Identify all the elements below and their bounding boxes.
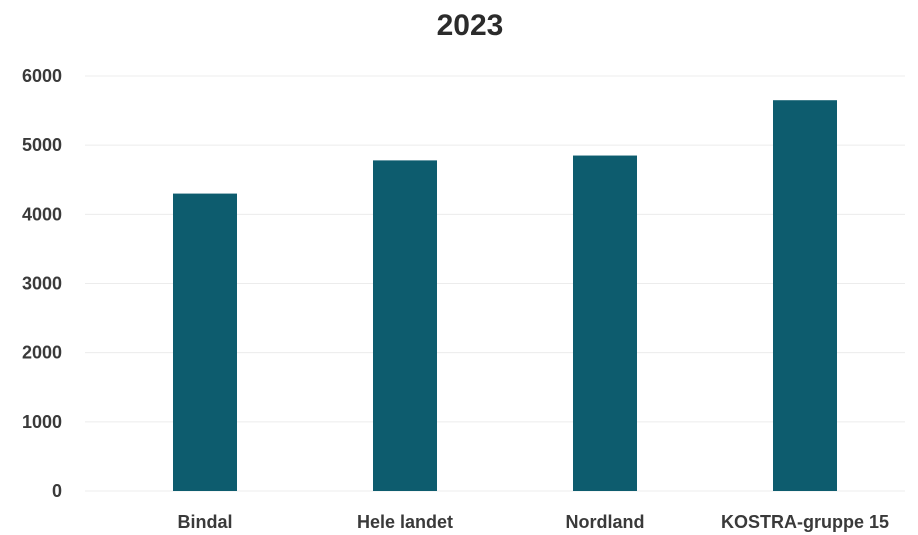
x-category-label: Hele landet bbox=[357, 512, 453, 532]
x-category-label: Bindal bbox=[177, 512, 232, 532]
y-tick-label: 5000 bbox=[22, 135, 62, 155]
bar-bindal bbox=[173, 193, 237, 492]
x-category-label: KOSTRA-gruppe 15 bbox=[721, 512, 889, 532]
y-tick-label: 1000 bbox=[22, 412, 62, 432]
y-tick-label: 2000 bbox=[22, 343, 62, 363]
y-tick-label: 6000 bbox=[22, 66, 62, 86]
y-tick-label: 4000 bbox=[22, 204, 62, 224]
x-category-label: Nordland bbox=[566, 512, 645, 532]
y-tick-label: 0 bbox=[52, 481, 62, 501]
x-axis-labels: Bindal Hele landet Nordland KOSTRA-gruppe 1… bbox=[177, 512, 889, 532]
bar-kostra-gruppe-15 bbox=[773, 100, 837, 491]
bar-nordland bbox=[573, 155, 637, 491]
y-tick-label: 3000 bbox=[22, 274, 62, 294]
chart-title: 2023 bbox=[437, 9, 504, 42]
bar-hele-landet bbox=[373, 160, 437, 491]
y-axis-ticks: 0 1000 2000 3000 4000 5000 6000 bbox=[22, 66, 62, 501]
bars bbox=[173, 100, 837, 492]
